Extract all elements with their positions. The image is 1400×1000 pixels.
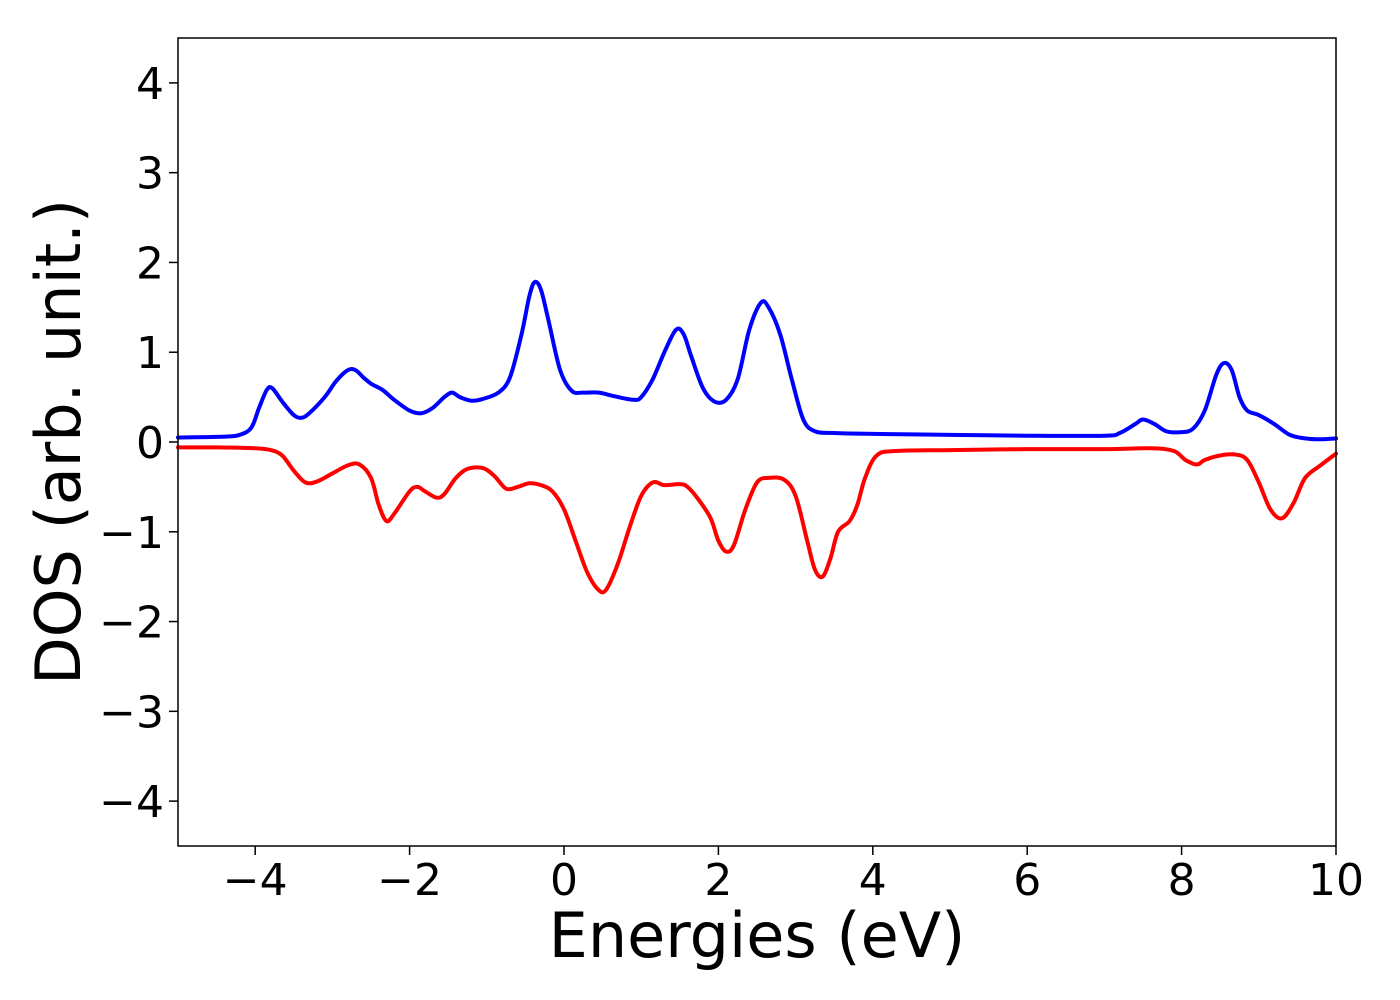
x-tick-label: 8 <box>1168 855 1196 906</box>
y-tick-label: 2 <box>136 238 164 289</box>
x-tick-label: −2 <box>377 855 442 906</box>
y-tick-label: −1 <box>99 508 164 559</box>
x-tick-label: 6 <box>1013 855 1041 906</box>
x-axis-ticks: −4 −2 0 2 4 6 8 10 <box>223 846 1364 906</box>
y-tick-label: 0 <box>136 418 164 469</box>
series-line-spin-up <box>176 279 1338 442</box>
x-tick-label: −4 <box>223 855 288 906</box>
y-axis-ticks: −4 −3 −2 −1 0 1 2 3 4 <box>99 59 178 828</box>
x-tick-label: 2 <box>704 855 732 906</box>
y-axis-title: DOS (arb. unit.) <box>22 199 95 685</box>
x-tick-label: 4 <box>859 855 887 906</box>
x-tick-label: 10 <box>1308 855 1364 906</box>
y-tick-label: −3 <box>99 687 164 738</box>
series-line-spin-down <box>176 445 1338 595</box>
y-tick-label: −4 <box>99 777 164 828</box>
x-axis-title: Energies (eV) <box>549 899 966 972</box>
plot-background <box>178 38 1336 846</box>
y-tick-label: 3 <box>136 149 164 200</box>
y-tick-label: 1 <box>136 328 164 379</box>
series-layer <box>176 279 1338 595</box>
y-tick-label: −2 <box>99 598 164 649</box>
x-tick-label: 0 <box>550 855 578 906</box>
y-tick-label: 4 <box>136 59 164 110</box>
